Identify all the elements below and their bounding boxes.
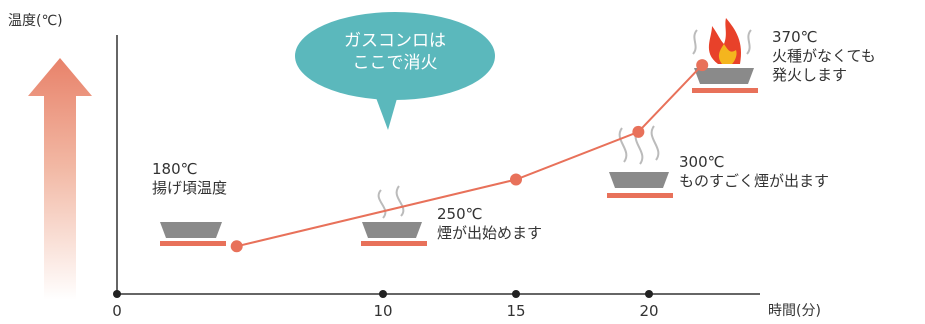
pan-250 — [361, 185, 427, 246]
annotation-250: 250℃ 煙が出始めます — [437, 205, 543, 242]
x-tick-20 — [645, 290, 653, 298]
x-axis-label: 時間(分) — [768, 303, 821, 319]
annotation-180: 180℃ 揚げ頃温度 — [152, 160, 228, 197]
data-point-300 — [632, 125, 645, 138]
annotation-300: 300℃ ものすごく煙が出ます — [679, 153, 830, 190]
data-point-180 — [230, 240, 243, 253]
series-line — [236, 64, 703, 248]
x-tick-10 — [379, 290, 387, 298]
pan-180 — [160, 222, 226, 246]
y-axis-label: 温度(℃) — [8, 13, 63, 29]
data-point-370 — [696, 59, 709, 72]
callout-text: ガスコンロは ここで消火 — [344, 31, 446, 73]
x-tick-label-0: 0 — [112, 302, 122, 320]
x-tick-label-20: 20 — [639, 302, 659, 320]
data-point-250 — [510, 173, 522, 186]
annotation-370: 370℃ 火種がなくても 発火します — [772, 28, 876, 84]
x-tick-15 — [512, 290, 520, 298]
x-tick-label-15: 15 — [506, 302, 526, 320]
x-tick-label-10: 10 — [373, 302, 393, 320]
x-tick-0 — [113, 290, 121, 298]
callout-bubble — [295, 12, 495, 130]
temperature-rise-arrow — [28, 58, 92, 300]
pan-370 — [692, 18, 758, 93]
